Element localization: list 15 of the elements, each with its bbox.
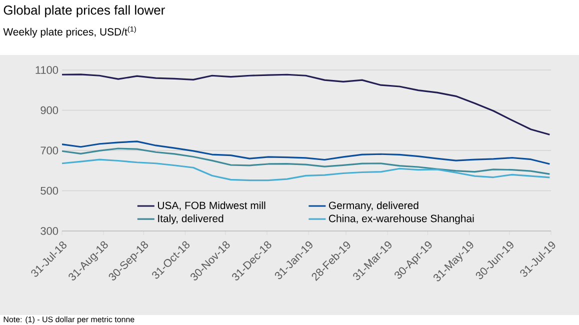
line-series [62,74,550,136]
y-tick-label: 700 [40,146,58,154]
legend-label: Germany, delivered [328,201,418,212]
line-series [62,158,550,182]
y-tick-label: 900 [40,106,58,114]
chart-subtitle: Weekly plate prices, USD/t$^{(1)}$ [3,26,136,38]
legend-label: Italy, delivered [158,214,224,224]
chart-title: Global plate prices fall lower [4,5,165,18]
legend-label: China, ex-warehouse Shanghai [328,214,474,224]
y-tick-label: 500 [40,186,58,195]
legend-label: USA, FOB Midwest mill [158,201,266,210]
y-tick-label: 1100 [36,66,58,74]
line-series [62,140,550,165]
y-tick-label: 300 [40,227,58,235]
line-series [62,148,550,175]
